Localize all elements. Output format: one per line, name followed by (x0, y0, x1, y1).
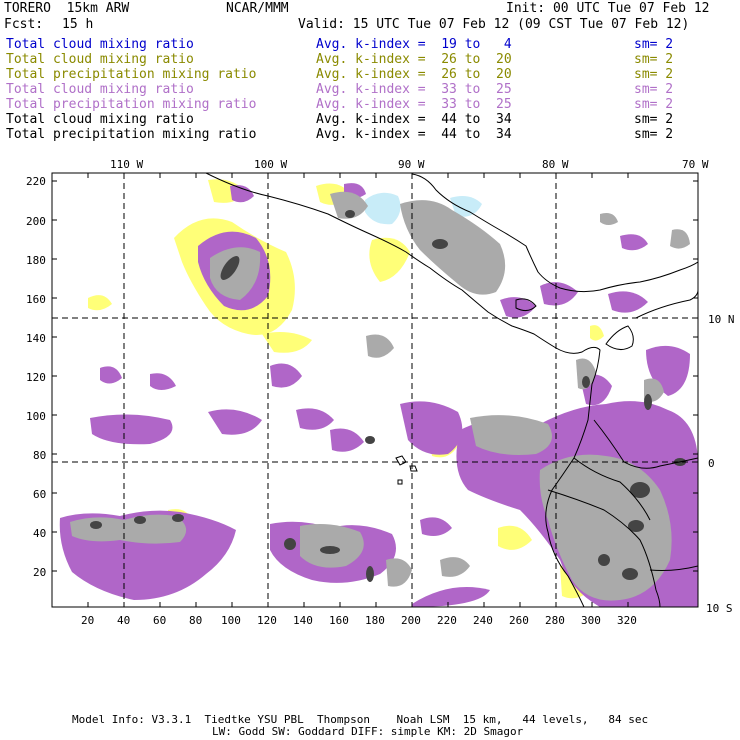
y-tick-label: 200 (26, 215, 46, 228)
legend-field: Total precipitation mixing ratio (6, 127, 257, 142)
legend-index: Avg. k-index = 26 to 20 (316, 67, 512, 82)
x-tick-label: 220 (437, 614, 457, 627)
lat-lon-grid (52, 173, 698, 607)
lon-label: 90 W (398, 158, 425, 171)
y-tick-label: 220 (26, 175, 46, 188)
legend-sm: sm= 2 (634, 67, 674, 82)
x-tick-label: 120 (257, 614, 277, 627)
legend-field: Total cloud mixing ratio (6, 112, 194, 127)
x-tick-label: 80 (189, 614, 203, 627)
map-frame (51, 172, 699, 608)
legend-sm: sm= 2 (634, 52, 674, 67)
x-tick-label: 160 (329, 614, 349, 627)
fcst-value: 15 h (62, 17, 94, 32)
legend-index: Avg. k-index = 33 to 25 (316, 82, 512, 97)
x-tick-label: 260 (509, 614, 529, 627)
x-tick-label: 40 (117, 614, 131, 627)
legend-field: Total precipitation mixing ratio (6, 97, 257, 112)
y-tick-label: 20 (33, 566, 47, 579)
y-tick-label: 80 (33, 449, 47, 462)
x-tick-label: 320 (617, 614, 637, 627)
legend-field: Total precipitation mixing ratio (6, 67, 257, 82)
y-tick-label: 40 (33, 527, 47, 540)
y-tick-label: 180 (26, 254, 46, 267)
legend-field: Total cloud mixing ratio (6, 82, 194, 97)
legend-index: Avg. k-index = 19 to 4 (316, 37, 512, 52)
physics-info: LW: Godd SW: Goddard DIFF: simple KM: 2D… (212, 725, 524, 738)
model-name: TORERO 15km ARW (4, 1, 130, 16)
y-tick-label: 120 (26, 371, 46, 384)
lat-label: 10 S (706, 602, 733, 615)
x-tick-label: 300 (581, 614, 601, 627)
map-field-layer (52, 173, 698, 607)
lat-label: 0 (708, 457, 715, 470)
x-tick-label: 60 (153, 614, 167, 627)
valid-time: Valid: 15 UTC Tue 07 Feb 12 (09 CST Tue … (298, 17, 690, 32)
y-tick-label: 100 (26, 410, 46, 423)
x-tick-label: 280 (545, 614, 565, 627)
legend-field: Total cloud mixing ratio (6, 37, 194, 52)
x-tick-label: 100 (221, 614, 241, 627)
lon-label: 70 W (682, 158, 709, 171)
legend-index: Avg. k-index = 26 to 20 (316, 52, 512, 67)
lat-label: 10 N (708, 313, 735, 326)
legend-field: Total cloud mixing ratio (6, 52, 194, 67)
lon-label: 100 W (254, 158, 288, 171)
x-tick-label: 180 (365, 614, 385, 627)
x-tick-label: 20 (81, 614, 95, 627)
legend-sm: sm= 2 (634, 37, 674, 52)
legend-index: Avg. k-index = 44 to 34 (316, 112, 512, 127)
x-tick-label: 140 (293, 614, 313, 627)
dark-core-patches (90, 210, 686, 582)
y-tick-label: 140 (26, 332, 46, 345)
legend-sm: sm= 2 (634, 97, 674, 112)
model-info: Model Info: V3.3.1 Tiedtke YSU PBL Thomp… (72, 713, 649, 726)
fcst-label: Fcst: (4, 17, 44, 32)
country-borders (547, 419, 698, 607)
legend-sm: sm= 2 (634, 112, 674, 127)
axis-ticks (52, 173, 698, 607)
legend-index: Avg. k-index = 44 to 34 (316, 127, 512, 142)
legend-index: Avg. k-index = 33 to 25 (316, 97, 512, 112)
lon-label: 110 W (110, 158, 144, 171)
y-tick-label: 60 (33, 488, 47, 501)
x-tick-label: 240 (473, 614, 493, 627)
y-tick-label: 160 (26, 293, 46, 306)
center-name: NCAR/MMM (226, 1, 289, 16)
legend-sm: sm= 2 (634, 127, 674, 142)
x-tick-label: 200 (401, 614, 421, 627)
init-time: Init: 00 UTC Tue 07 Feb 12 (506, 1, 710, 16)
lon-label: 80 W (542, 158, 569, 171)
legend-sm: sm= 2 (634, 82, 674, 97)
